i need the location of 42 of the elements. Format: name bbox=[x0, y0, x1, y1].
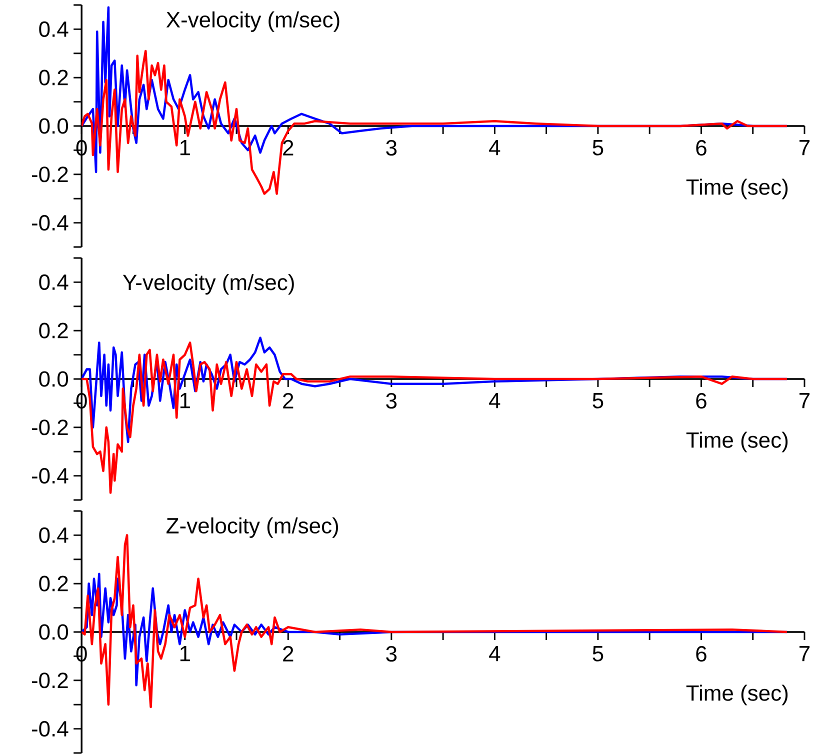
x-tick-label: 3 bbox=[386, 393, 397, 409]
x-tick-label: 4 bbox=[489, 140, 500, 156]
y-tick-label: 0.2 bbox=[39, 322, 68, 338]
y-tick-label: -0.4 bbox=[32, 721, 68, 737]
x-tick-label: 7 bbox=[800, 646, 810, 662]
x-tick-label: 2 bbox=[283, 393, 294, 408]
y-tick-label: -0.2 bbox=[32, 166, 68, 182]
text: Y-velocity (m/sec) bbox=[122, 274, 294, 295]
x-tick-label: 4 bbox=[489, 646, 500, 662]
y-tick-label: 0.0 bbox=[39, 371, 68, 387]
y-tick-label: -0.4 bbox=[32, 468, 68, 484]
y-tick-label: -0.2 bbox=[32, 420, 68, 436]
y-tick-label: 0.0 bbox=[39, 118, 68, 134]
x-tick-label: 6 bbox=[696, 140, 706, 156]
y-tick-label: 0.0 bbox=[39, 624, 68, 640]
x-tick-label: 1 bbox=[180, 393, 190, 408]
chart-title: Z-velocity (m/sec) bbox=[166, 517, 338, 538]
x-tick-label: 1 bbox=[180, 646, 190, 662]
y-tick-label: -0.2 bbox=[32, 672, 68, 688]
x-tick-label: 5 bbox=[592, 393, 604, 408]
y-tick-label: 0.4 bbox=[39, 21, 68, 37]
y-tick-label: 0.2 bbox=[39, 576, 68, 592]
x-axis-title: Time (sec) bbox=[686, 684, 788, 706]
x-tick-label: 4 bbox=[489, 393, 500, 408]
x-tick-label: 2 bbox=[283, 140, 294, 156]
x-tick-label: 5 bbox=[592, 646, 604, 662]
x-tick-label: 3 bbox=[386, 646, 397, 662]
x-tick-label: 6 bbox=[696, 393, 706, 409]
x-tick-label: 2 bbox=[283, 646, 294, 662]
x-tick-label: 7 bbox=[800, 393, 810, 408]
x-tick-label: 6 bbox=[696, 646, 706, 662]
y-tick-label: 0.4 bbox=[39, 274, 68, 290]
chart-title: X-velocity (m/sec) bbox=[166, 11, 340, 32]
x-tick-label: 3 bbox=[386, 140, 397, 156]
x-tick-label: 5 bbox=[592, 140, 604, 156]
x-tick-label: 7 bbox=[800, 140, 810, 156]
y-tick-label: 0.2 bbox=[39, 70, 68, 86]
y-tick-label: 0.4 bbox=[39, 527, 68, 543]
x-tick-label: 1 bbox=[180, 140, 190, 156]
x-axis-title: Time (sec) bbox=[686, 178, 788, 200]
y-tick-label: -0.4 bbox=[32, 215, 68, 231]
x-axis-title: Time (sec) bbox=[686, 432, 788, 452]
